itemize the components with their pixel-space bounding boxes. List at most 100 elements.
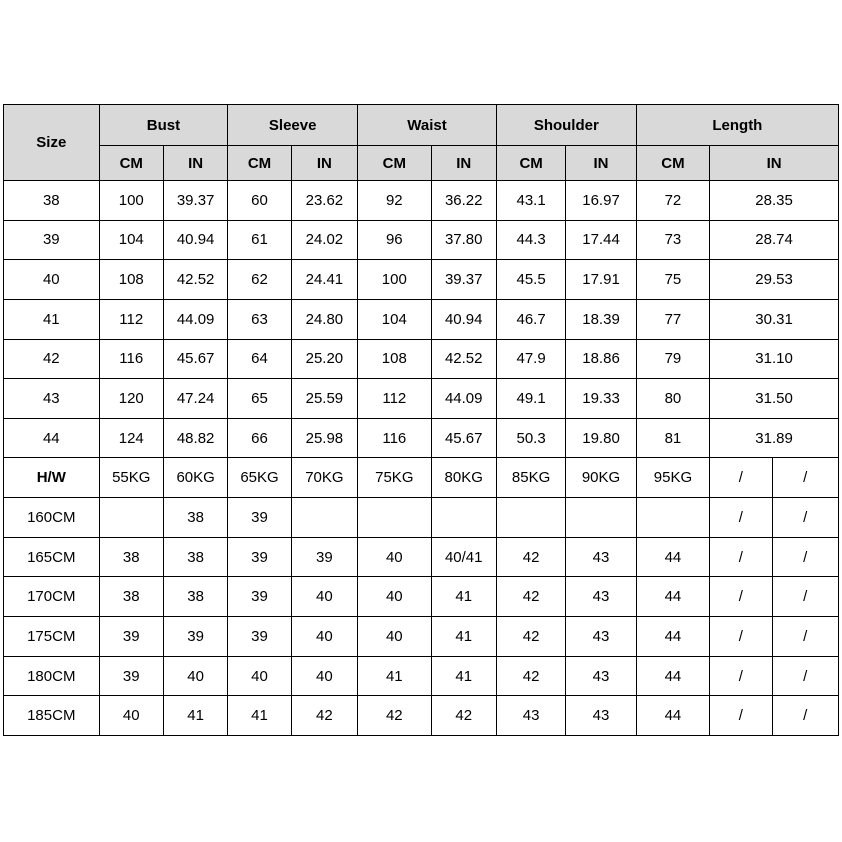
sleeve-in-cell: 23.62 [290,180,359,221]
recommended-size-cell: 41 [162,695,229,736]
slash-cell: / [709,536,773,578]
bust-cm-cell: 104 [98,219,164,261]
weight-cell: 80KG [430,457,497,499]
header-length-in: IN [709,145,839,181]
height-row: 170CM 38 38 39 40 40 41 42 43 44// [3,576,840,618]
sleeve-cm-cell: 64 [227,338,292,380]
bust-cm-cell: 124 [98,417,164,459]
sleeve-in-cell: 25.98 [290,417,359,459]
length-cm-cell: 81 [635,417,711,459]
recommended-size-cell: 38 [98,576,164,618]
recommended-size-cell: 40 [290,576,359,618]
waist-cm-cell: 96 [357,219,432,261]
slash-cell: / [709,655,773,697]
header-size: Size [3,104,100,181]
recommended-size-cell: 43 [495,695,567,736]
slash-cell: / [771,457,840,499]
sleeve-in-cell: 25.59 [290,378,359,419]
height-label-cell: 170CM [3,576,100,618]
recommended-size-cell [430,497,497,538]
recommended-size-cell: 38 [162,576,229,618]
sleeve-cm-cell: 66 [227,417,292,459]
bust-in-cell: 40.94 [162,219,229,261]
recommended-size-cell: 42 [495,616,567,657]
size-value-cell: 39 [3,219,100,261]
size-value-cell: 41 [3,298,100,340]
bust-in-cell: 39.37 [162,180,229,221]
header-bust-cm: CM [98,145,164,181]
recommended-size-cell: 39 [227,497,292,538]
bust-in-cell: 47.24 [162,378,229,419]
height-row: 180CM 39 40 40 40 41 41 42 43 44// [3,655,840,697]
waist-in-cell: 39.37 [430,259,497,300]
slash-cell: / [771,576,840,618]
recommended-size-cell: 38 [162,497,229,538]
header-group-sleeve: Sleeve [227,104,359,146]
size-value-cell: 44 [3,417,100,459]
size-row: 38 100 39.37 60 23.62 92 36.22 43.1 16.97 72 28.35 [3,180,839,221]
slash-cell: / [771,655,840,697]
size-row: 41 112 44.09 63 24.80 104 40.94 46.7 18.39 77 30.3… [3,298,839,340]
recommended-size-cell: 43 [565,616,637,657]
waist-cm-cell: 100 [357,259,432,300]
height-label-cell: 180CM [3,655,100,697]
recommended-size-cell: 41 [430,616,497,657]
length-in-cell: 31.50 [709,378,839,419]
recommended-size-cell: 42 [357,695,432,736]
recommended-size-cell: 39 [98,616,164,657]
shoulder-cm-cell: 49.1 [495,378,567,419]
recommended-size-cell: 41 [430,655,497,697]
shoulder-in-cell: 19.80 [565,417,637,459]
shoulder-cm-cell: 44.3 [495,219,567,261]
recommended-size-cell: 38 [162,536,229,578]
recommended-size-cell: 42 [495,576,567,618]
recommended-size-cell: 44 [635,576,711,618]
recommended-size-cell: 40 [227,655,292,697]
recommended-size-cell: 42 [495,655,567,697]
bust-in-cell: 45.67 [162,338,229,380]
waist-in-cell: 45.67 [430,417,497,459]
recommended-size-cell: 43 [565,576,637,618]
sleeve-cm-cell: 65 [227,378,292,419]
height-label-cell: 165CM [3,536,100,578]
bust-cm-cell: 108 [98,259,164,300]
slash-cell: / [709,457,773,499]
header-length-cm: CM [635,145,711,181]
recommended-size-cell: 39 [227,576,292,618]
sleeve-cm-cell: 63 [227,298,292,340]
recommended-size-cell [635,497,711,538]
size-value-cell: 40 [3,259,100,300]
sleeve-cm-cell: 62 [227,259,292,300]
bust-cm-cell: 100 [98,180,164,221]
length-in-cell: 31.10 [709,338,839,380]
bust-in-cell: 48.82 [162,417,229,459]
recommended-size-cell: 43 [565,695,637,736]
bust-cm-cell: 116 [98,338,164,380]
recommended-size-cell: 42 [430,695,497,736]
height-row: 175CM 39 39 39 40 40 41 42 43 44// [3,616,840,657]
sleeve-cm-cell: 61 [227,219,292,261]
shoulder-in-cell: 17.44 [565,219,637,261]
shoulder-in-cell: 18.39 [565,298,637,340]
recommended-size-cell: 41 [357,655,432,697]
shoulder-in-cell: 19.33 [565,378,637,419]
recommended-size-cell [357,497,432,538]
sleeve-in-cell: 24.02 [290,219,359,261]
size-chart-table: Size Bust Sleeve Waist Shoulder Length C… [3,104,840,736]
shoulder-in-cell: 16.97 [565,180,637,221]
length-cm-cell: 73 [635,219,711,261]
recommended-size-cell: 39 [98,655,164,697]
waist-cm-cell: 92 [357,180,432,221]
hw-label-cell: H/W [3,457,100,499]
header-sleeve-in: IN [290,145,359,181]
size-row: 43 120 47.24 65 25.59 112 44.09 49.1 19.33 80 31.5… [3,378,839,419]
height-label-cell: 175CM [3,616,100,657]
recommended-size-cell: 40/41 [430,536,497,578]
bust-cm-cell: 120 [98,378,164,419]
recommended-size-cell: 43 [565,655,637,697]
size-row: 39 104 40.94 61 24.02 96 37.80 44.3 17.44 73 28.74 [3,219,839,261]
recommended-size-cell [98,497,164,538]
slash-cell: / [709,576,773,618]
length-in-cell: 30.31 [709,298,839,340]
waist-cm-cell: 108 [357,338,432,380]
